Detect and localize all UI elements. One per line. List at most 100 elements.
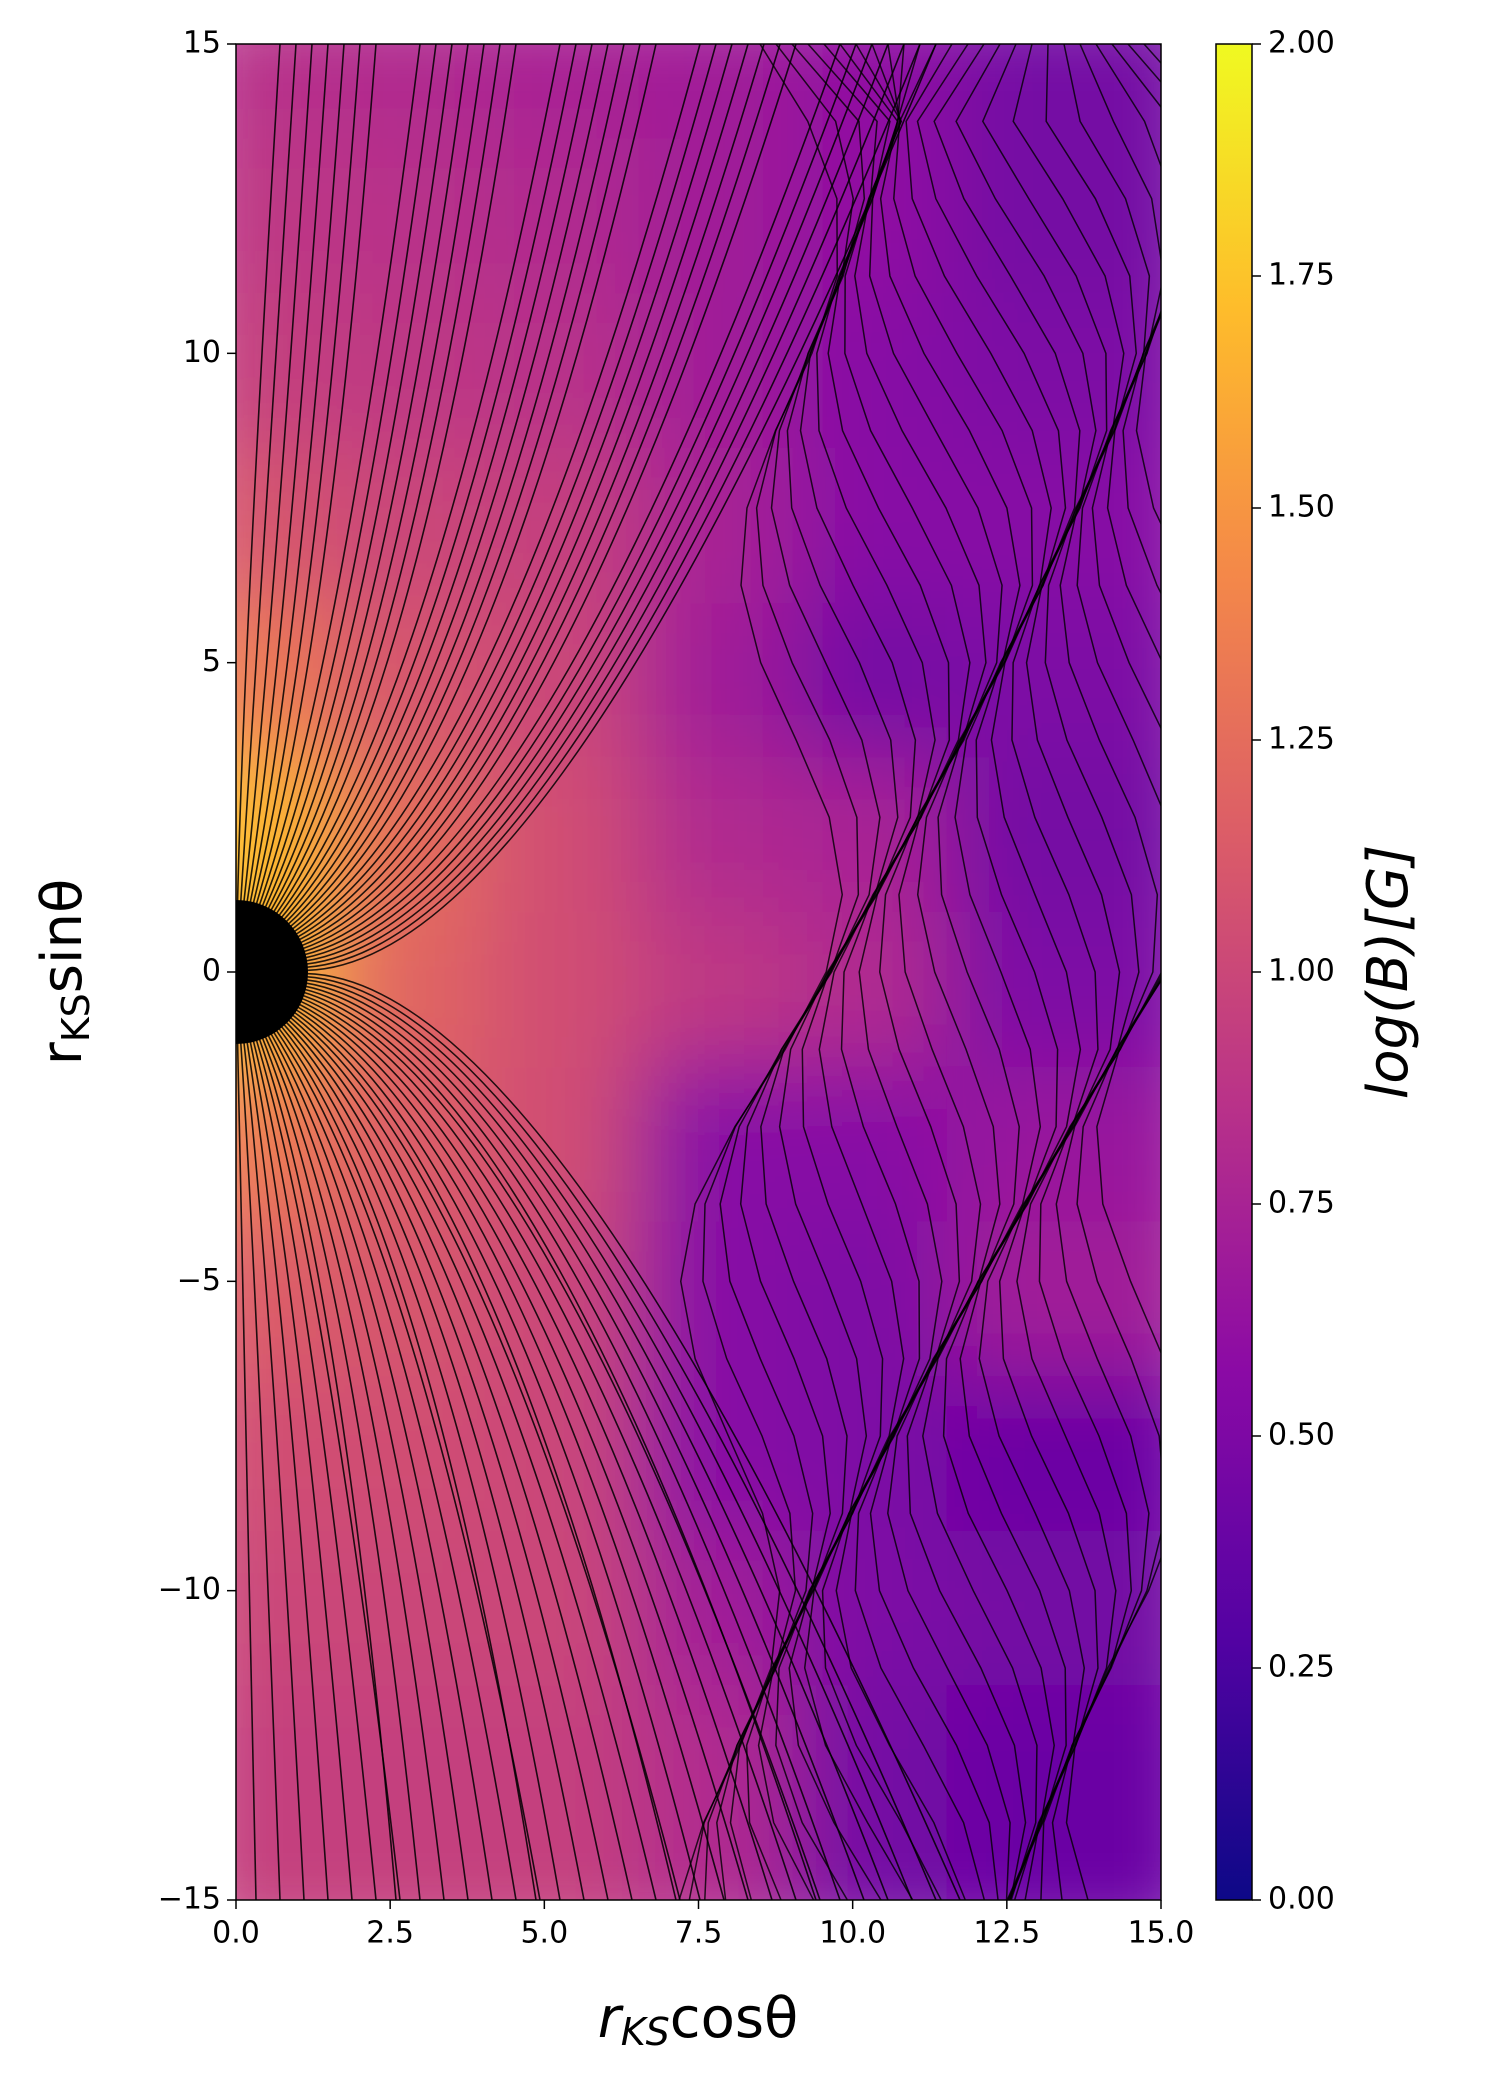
x-tick-label: 5.0 bbox=[520, 1916, 568, 1951]
streamline bbox=[942, 44, 1125, 1900]
streamline bbox=[305, 44, 937, 972]
y-tick-label: −10 bbox=[158, 1572, 221, 1607]
streamline bbox=[291, 44, 657, 931]
streamline bbox=[243, 1041, 305, 1900]
streamline bbox=[289, 1016, 657, 1900]
streamline bbox=[1065, 44, 1161, 1900]
streamline bbox=[284, 1020, 609, 1900]
streamline bbox=[252, 44, 361, 905]
colorbar-tick-label: 1.50 bbox=[1268, 490, 1335, 525]
streamline bbox=[249, 44, 345, 904]
streamline bbox=[304, 985, 865, 1900]
black-hole bbox=[236, 900, 308, 1044]
x-tick-label: 15.0 bbox=[1128, 1916, 1195, 1951]
streamline bbox=[305, 44, 905, 965]
streamline bbox=[236, 44, 281, 903]
streamline bbox=[236, 1041, 257, 1900]
x-tick-label: 2.5 bbox=[366, 1916, 414, 1951]
colorbar-label: log(B)[G] bbox=[1356, 845, 1421, 1100]
streamline bbox=[246, 44, 329, 903]
streamline bbox=[269, 1032, 493, 1900]
streamline bbox=[277, 1027, 537, 1900]
colorbar-tick-label: 2.00 bbox=[1268, 26, 1335, 61]
streamline bbox=[299, 1000, 773, 1900]
streamline bbox=[249, 1040, 353, 1900]
streamline bbox=[261, 44, 437, 908]
streamline bbox=[296, 1005, 725, 1900]
streamline bbox=[906, 44, 1097, 1900]
streamline bbox=[835, 44, 1034, 1900]
y-tick-label: 0 bbox=[202, 954, 221, 989]
streamline bbox=[300, 44, 781, 947]
colorbar-tick-label: 1.75 bbox=[1268, 258, 1335, 293]
streamline bbox=[267, 44, 469, 910]
streamline bbox=[269, 44, 485, 912]
streamline bbox=[282, 1023, 585, 1900]
y-tick-label: 15 bbox=[183, 26, 221, 61]
streamline bbox=[1051, 44, 1161, 1900]
streamline bbox=[275, 44, 517, 915]
streamline bbox=[1013, 44, 1161, 1900]
streamline bbox=[305, 975, 937, 1900]
streamline bbox=[854, 44, 1052, 1900]
streamline bbox=[745, 44, 936, 1900]
streamline bbox=[264, 44, 453, 909]
y-tick-label: −5 bbox=[177, 1263, 221, 1298]
x-tick-label: 0.0 bbox=[212, 1916, 260, 1951]
streamline bbox=[678, 44, 844, 1900]
streamline bbox=[803, 44, 1003, 1900]
streamline bbox=[887, 44, 1081, 1900]
streamline bbox=[280, 44, 577, 919]
x-tick-label: 12.5 bbox=[973, 1916, 1040, 1951]
streamline bbox=[258, 1037, 397, 1900]
colorbar-tick-label: 1.00 bbox=[1268, 954, 1335, 989]
streamline bbox=[255, 44, 377, 906]
streamline bbox=[267, 1034, 469, 1900]
streamline bbox=[299, 44, 765, 944]
colorbar bbox=[1215, 43, 1253, 1901]
streamline bbox=[300, 997, 797, 1900]
x-axis-label: rKScosθ bbox=[598, 1986, 799, 2053]
streamline bbox=[922, 44, 1108, 1900]
x-tick-label: 10.0 bbox=[819, 1916, 886, 1951]
streamline bbox=[287, 1018, 633, 1900]
streamline bbox=[294, 1008, 701, 1900]
streamline bbox=[304, 44, 873, 959]
streamline bbox=[305, 44, 921, 969]
y-tick-label: −15 bbox=[158, 1882, 221, 1917]
colorbar-tick-label: 0.50 bbox=[1268, 1418, 1335, 1453]
x-tick-label: 7.5 bbox=[675, 1916, 723, 1951]
streamline bbox=[305, 972, 961, 1900]
y-axis-label: rKSsinθ bbox=[30, 879, 97, 1066]
streamline bbox=[272, 1030, 517, 1900]
colorbar-tick-label: 0.75 bbox=[1268, 1186, 1335, 1221]
streamline bbox=[289, 44, 641, 928]
streamline bbox=[869, 44, 1067, 1900]
streamline bbox=[298, 1003, 749, 1900]
streamline bbox=[272, 44, 501, 914]
streamline bbox=[293, 1011, 677, 1900]
y-tick-label: 5 bbox=[202, 644, 221, 679]
colorbar-tick-label: 0.00 bbox=[1268, 1882, 1335, 1917]
streamline bbox=[301, 44, 797, 950]
streamline bbox=[302, 991, 817, 1900]
streamline bbox=[277, 44, 561, 917]
streamline bbox=[821, 44, 1021, 1900]
streamline bbox=[305, 979, 913, 1900]
streamline bbox=[252, 1039, 377, 1900]
streamline bbox=[296, 44, 733, 939]
streamline bbox=[284, 44, 609, 924]
streamline bbox=[716, 44, 899, 1900]
streamline bbox=[264, 1035, 445, 1900]
streamline bbox=[239, 1041, 281, 1900]
streamline bbox=[258, 44, 421, 907]
streamline bbox=[243, 44, 313, 903]
streamline bbox=[305, 44, 889, 962]
streamline bbox=[294, 44, 717, 936]
streamline bbox=[788, 44, 987, 1900]
colorbar-tick-label: 0.25 bbox=[1268, 1650, 1335, 1685]
field bbox=[236, 44, 1161, 1900]
streamline bbox=[298, 44, 749, 941]
y-tick-label: 10 bbox=[183, 335, 221, 370]
